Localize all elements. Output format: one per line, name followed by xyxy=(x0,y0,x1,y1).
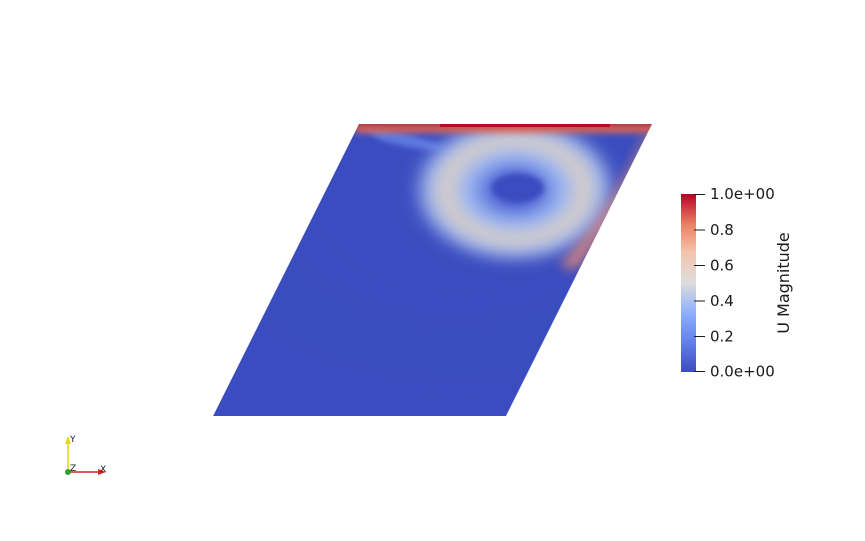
colorbar-tick-label: 0.4 xyxy=(710,292,734,310)
vortex-core xyxy=(492,174,544,202)
x-axis-arrow xyxy=(98,469,106,475)
colorbar-tick-label: 0.8 xyxy=(710,221,734,239)
y-axis-label: Y xyxy=(69,435,76,445)
colorbar-tick-label: 0.2 xyxy=(710,328,734,346)
velocity-field-mesh[interactable] xyxy=(213,110,655,416)
z-axis-dot xyxy=(65,469,71,475)
y-axis-arrow xyxy=(65,436,71,444)
colorbar-gradient xyxy=(681,194,696,372)
x-axis-label: X xyxy=(100,465,106,475)
orientation-axes-widget[interactable]: Y X Z xyxy=(65,435,106,475)
lid-edge xyxy=(440,124,610,127)
colorbar-title: U Magnitude xyxy=(774,232,793,334)
colorbar-tick-label: 0.6 xyxy=(710,257,734,275)
z-axis-label: Z xyxy=(70,464,76,474)
colorbar-tick-label: 0.0e+00 xyxy=(710,363,775,381)
colorbar-tick-label: 1.0e+00 xyxy=(710,185,775,203)
colorbar: 1.0e+00 0.8 0.6 0.4 0.2 0.0e+00 U Magnit… xyxy=(681,185,793,381)
colorbar-ticks xyxy=(694,194,705,372)
